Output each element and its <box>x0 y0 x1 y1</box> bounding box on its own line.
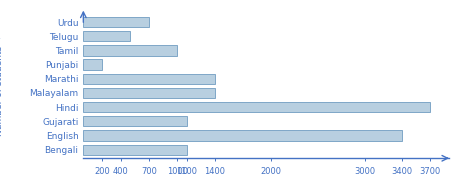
Y-axis label: Number of students →: Number of students → <box>0 36 4 136</box>
Bar <box>83 59 102 70</box>
Bar <box>83 130 402 141</box>
Bar <box>83 88 215 98</box>
Bar <box>83 74 215 84</box>
Bar <box>83 45 177 56</box>
Bar <box>83 17 149 27</box>
Bar <box>83 116 187 126</box>
Bar <box>83 31 130 41</box>
Bar <box>83 145 187 155</box>
Bar <box>83 102 430 112</box>
